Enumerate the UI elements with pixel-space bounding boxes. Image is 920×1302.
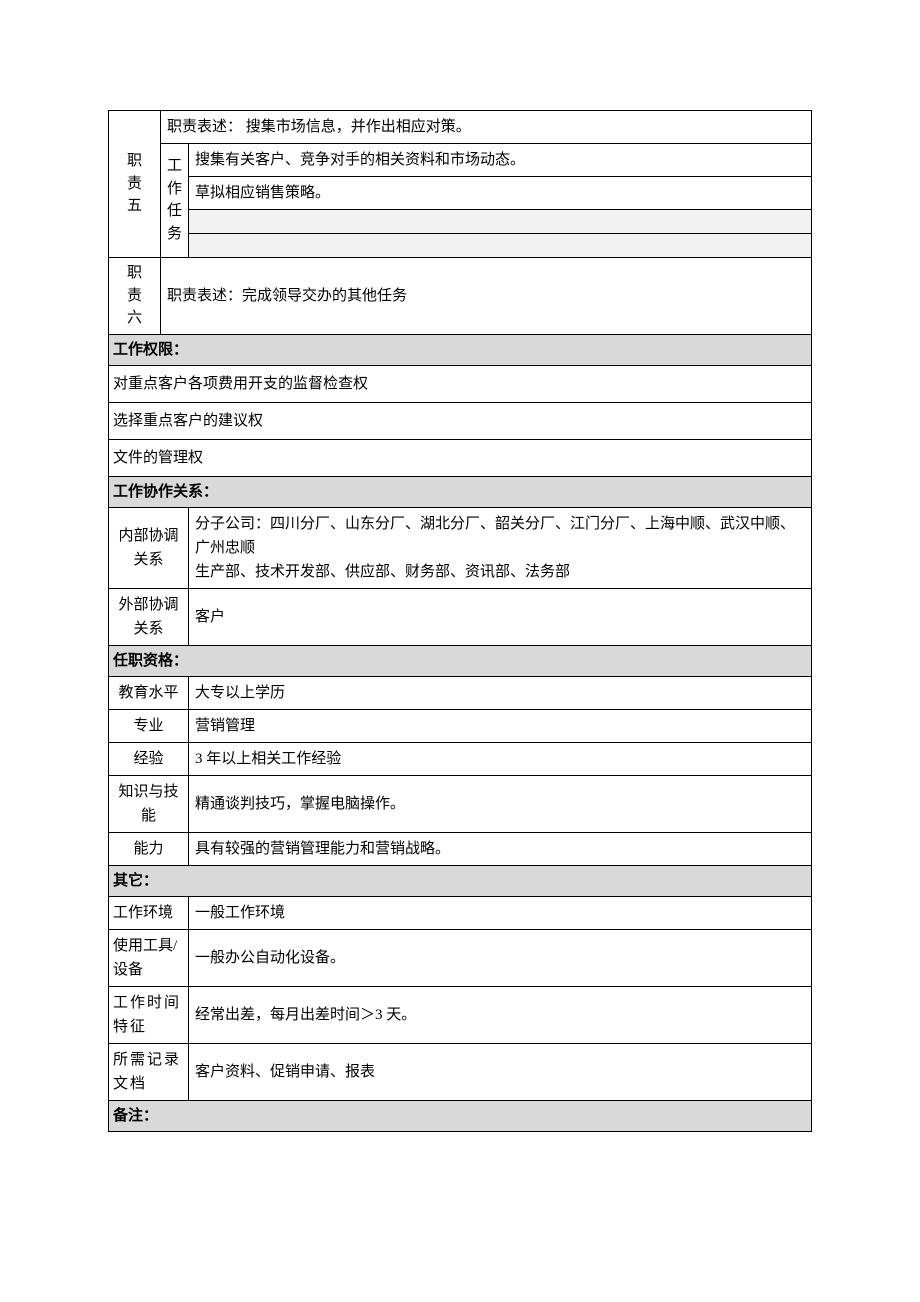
resp5-label-text: 职 责 五 bbox=[127, 150, 142, 218]
authority-item2: 选择重点客户的建议权 bbox=[109, 403, 812, 440]
coop-internal-label: 内部协调关系 bbox=[109, 508, 189, 589]
resp6-desc: 职责表述：完成领导交办的其他任务 bbox=[161, 258, 812, 335]
authority-item1: 对重点客户各项费用开支的监督检查权 bbox=[109, 366, 812, 403]
job-description-table: 职 责 五 职责表述： 搜集市场信息，并作出相应对策。 工 作 任 务 搜集有关… bbox=[108, 110, 812, 508]
qualification-table: 任职资格： 教育水平 大专以上学历 专业 营销管理 经验 3 年以上相关工作经验… bbox=[108, 646, 812, 866]
qual-major-value: 营销管理 bbox=[189, 710, 812, 743]
resp5-desc-cell: 职责表述： 搜集市场信息，并作出相应对策。 bbox=[161, 111, 812, 144]
qual-major-label: 专业 bbox=[109, 710, 189, 743]
authority-item3: 文件的管理权 bbox=[109, 440, 812, 477]
other-time-value: 经常出差，每月出差时间＞3 天。 bbox=[189, 987, 812, 1044]
other-table: 其它： 工作环境 一般工作环境 使用工具/设备 一般办公自动化设备。 工作时间特… bbox=[108, 866, 812, 1132]
other-env-value: 一般工作环境 bbox=[189, 897, 812, 930]
other-docs-label: 所需记录文档 bbox=[109, 1044, 189, 1101]
qual-exp-value: 3 年以上相关工作经验 bbox=[189, 743, 812, 776]
other-time-label: 工作时间特征 bbox=[109, 987, 189, 1044]
qual-edu-label: 教育水平 bbox=[109, 677, 189, 710]
coop-internal-value: 分子公司：四川分厂、山东分厂、湖北分厂、韶关分厂、江门分厂、上海中顺、武汉中顺、… bbox=[189, 508, 812, 589]
resp6-label-text: 职 责 六 bbox=[127, 262, 142, 330]
qual-ability-label: 能力 bbox=[109, 833, 189, 866]
other-header: 其它： bbox=[109, 866, 812, 897]
resp6-label: 职 责 六 bbox=[109, 258, 161, 335]
resp6-row: 职 责 六 职责表述：完成领导交办的其他任务 bbox=[109, 258, 812, 335]
resp5-task1: 搜集有关客户、竞争对手的相关资料和市场动态。 bbox=[189, 144, 812, 177]
qualification-header: 任职资格： bbox=[109, 646, 812, 677]
qual-knowledge-value: 精通谈判技巧，掌握电脑操作。 bbox=[189, 776, 812, 833]
qual-ability-value: 具有较强的营销管理能力和营销战略。 bbox=[189, 833, 812, 866]
resp5-tasks-label: 工 作 任 务 bbox=[161, 144, 189, 258]
qual-knowledge-label: 知识与技能 bbox=[109, 776, 189, 833]
other-env-label: 工作环境 bbox=[109, 897, 189, 930]
authority-header: 工作权限： bbox=[109, 335, 812, 366]
resp5-task2: 草拟相应销售策略。 bbox=[189, 177, 812, 210]
remark-header: 备注： bbox=[109, 1101, 812, 1132]
cooperation-table: 内部协调关系 分子公司：四川分厂、山东分厂、湖北分厂、韶关分厂、江门分厂、上海中… bbox=[108, 508, 812, 646]
resp5-tasks-label-text: 工 作 任 务 bbox=[167, 155, 182, 245]
resp5-desc-label: 职责表述： bbox=[167, 119, 242, 135]
qual-edu-value: 大专以上学历 bbox=[189, 677, 812, 710]
resp5-desc-row: 职 责 五 职责表述： 搜集市场信息，并作出相应对策。 bbox=[109, 111, 812, 144]
resp5-desc-text: 搜集市场信息，并作出相应对策。 bbox=[242, 119, 471, 135]
qual-exp-label: 经验 bbox=[109, 743, 189, 776]
other-tools-value: 一般办公自动化设备。 bbox=[189, 930, 812, 987]
resp5-task3 bbox=[189, 210, 812, 234]
cooperation-header: 工作协作关系： bbox=[109, 477, 812, 508]
coop-external-value: 客户 bbox=[189, 589, 812, 646]
resp5-task4 bbox=[189, 234, 812, 258]
coop-external-label: 外部协调关系 bbox=[109, 589, 189, 646]
resp5-label: 职 责 五 bbox=[109, 111, 161, 258]
other-docs-value: 客户资料、促销申请、报表 bbox=[189, 1044, 812, 1101]
other-tools-label: 使用工具/设备 bbox=[109, 930, 189, 987]
